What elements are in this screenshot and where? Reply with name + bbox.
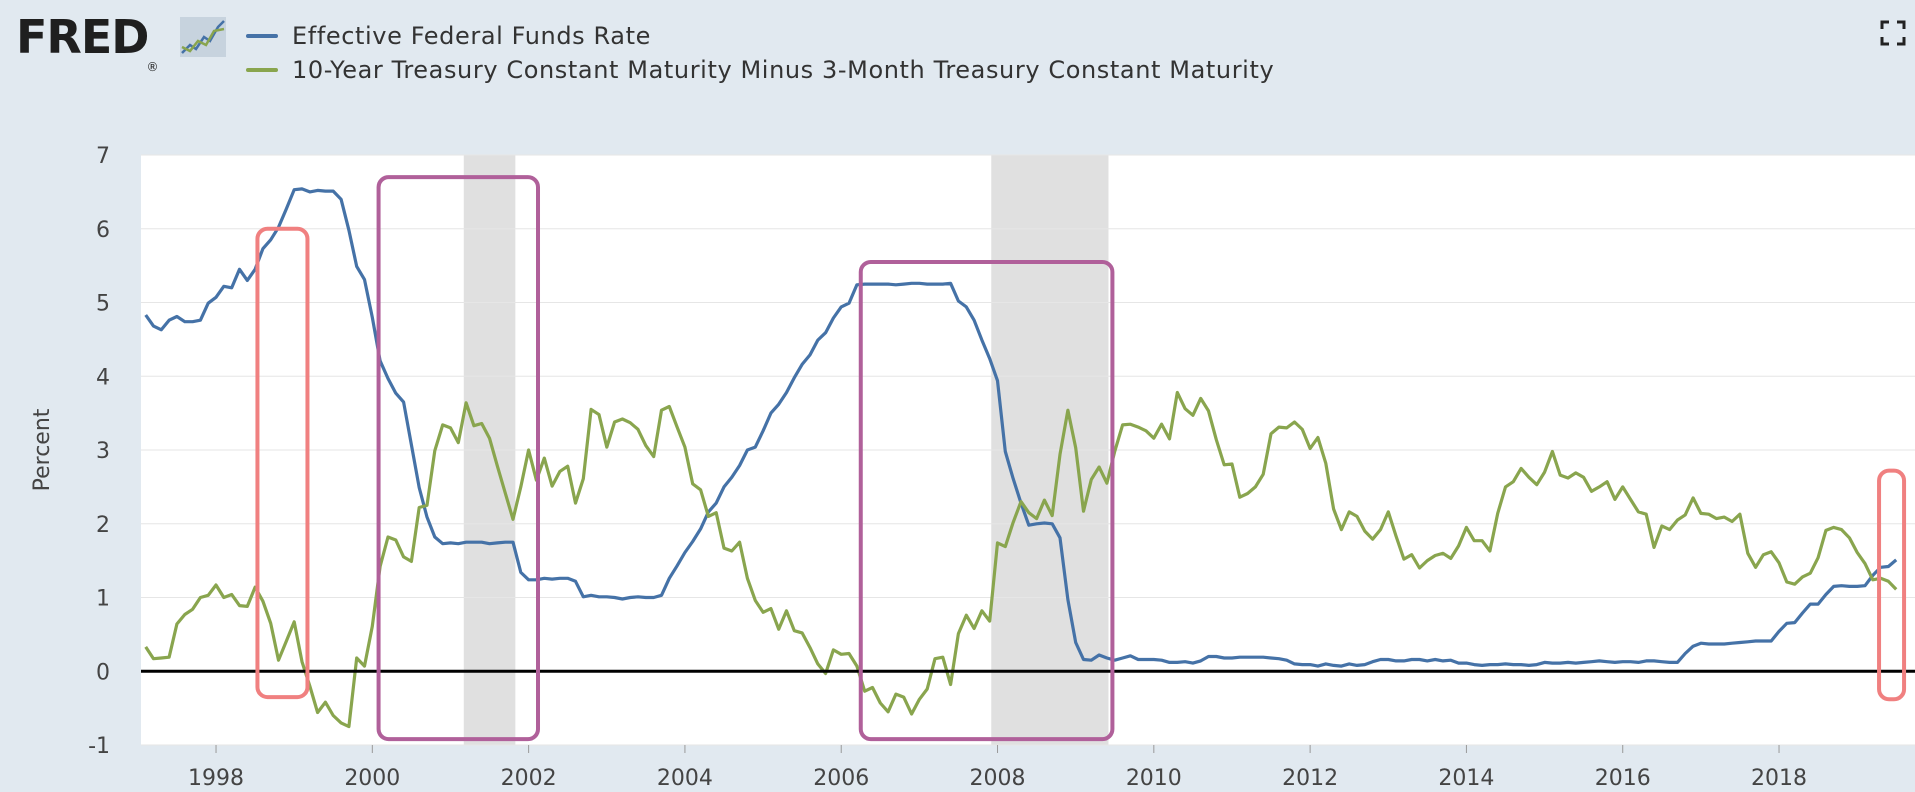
x-tick-label: 2008 [970, 766, 1026, 791]
x-tick-label: 2014 [1438, 766, 1494, 791]
x-tick-label: 2002 [501, 766, 557, 791]
x-tick-label: 2010 [1126, 766, 1182, 791]
x-axis: 1998 2000 2002 2004 2006 2008 2010 2012 2014 2016… [188, 745, 1807, 791]
registered-mark: ® [146, 60, 158, 74]
legend-item-spread[interactable]: 10-Year Treasury Constant Maturity Minus… [246, 55, 1274, 85]
y-axis-label: Percent [30, 408, 55, 491]
legend-swatch-ffr [246, 34, 278, 38]
y-tick-label: 7 [96, 144, 110, 169]
y-tick-label: 6 [96, 218, 110, 243]
x-tick-label: 1998 [188, 766, 244, 791]
legend-item-ffr[interactable]: Effective Federal Funds Rate [246, 21, 651, 51]
y-tick-label: 5 [96, 292, 110, 317]
annotation-boxes [255, 175, 1907, 742]
legend-swatch-spread [246, 68, 278, 72]
y-tick-label: 4 [96, 365, 110, 390]
fullscreen-icon[interactable] [1880, 20, 1906, 46]
y-tick-label: 2 [96, 513, 110, 538]
x-tick-label: 2016 [1595, 766, 1651, 791]
highlight-box [255, 226, 310, 700]
fred-logo-text: FRED [16, 10, 149, 64]
y-tick-label: 1 [96, 587, 110, 612]
fred-logo[interactable]: FRED® [16, 10, 159, 74]
x-tick-label: 2012 [1282, 766, 1338, 791]
series-line-spread [144, 390, 1898, 729]
highlight-box [376, 175, 541, 742]
legend-label-ffr: Effective Federal Funds Rate [292, 22, 651, 50]
y-axis: -1 0 1 2 3 4 5 6 7 [88, 144, 110, 759]
y-tick-label: 0 [96, 660, 110, 685]
chart-line-icon [180, 17, 226, 57]
series [144, 187, 1898, 729]
y-tick-label: 3 [96, 439, 110, 464]
y-tick-label: -1 [88, 734, 110, 759]
x-tick-label: 2000 [344, 766, 400, 791]
legend-label-spread: 10-Year Treasury Constant Maturity Minus… [292, 56, 1275, 84]
x-tick-label: 2018 [1751, 766, 1807, 791]
x-tick-label: 2004 [657, 766, 713, 791]
highlight-box [858, 259, 1115, 742]
highlight-box [1877, 468, 1907, 702]
x-tick-label: 2006 [813, 766, 869, 791]
